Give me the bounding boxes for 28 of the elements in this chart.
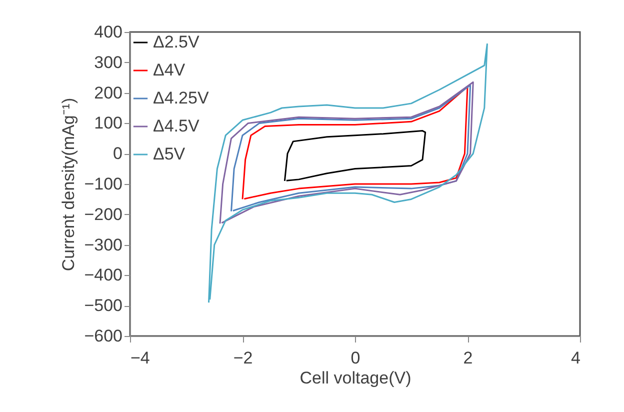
x-tick-label: 4 (571, 348, 580, 368)
line-series (242, 86, 468, 200)
legend-label: Δ4.5V (153, 116, 200, 136)
y-tick-label: 100 (94, 114, 122, 133)
x-tick-label: 0 (350, 348, 360, 368)
y-tick-label: −400 (84, 266, 122, 285)
x-tick-label: −2 (233, 348, 253, 368)
line-series (230, 84, 472, 212)
legend-label: Δ4.25V (153, 88, 210, 108)
y-tick-label: −100 (84, 174, 122, 194)
y-axis-title: Current density(mAg⁻¹) (59, 98, 78, 272)
line-series (208, 43, 488, 304)
legend-label: Δ4V (153, 60, 186, 80)
y-tick-label: −600 (84, 326, 122, 346)
y-tick-label: −200 (84, 204, 122, 224)
x-tick-label: 2 (463, 348, 473, 368)
legend-label: Δ5V (153, 144, 186, 164)
x-axis-title: Cell voltage(V) (300, 368, 412, 388)
y-tick-label: 300 (94, 52, 122, 72)
x-tick-label: −4 (130, 348, 150, 368)
line-series (219, 81, 474, 224)
y-tick-label: 400 (94, 22, 122, 42)
y-tick-label: 0 (113, 144, 122, 164)
y-tick-label: 200 (94, 83, 122, 102)
y-tick-label: −300 (84, 235, 122, 254)
y-tick-label: −500 (84, 296, 122, 316)
legend-label: Δ2.5V (153, 32, 200, 52)
line-series (284, 130, 426, 182)
